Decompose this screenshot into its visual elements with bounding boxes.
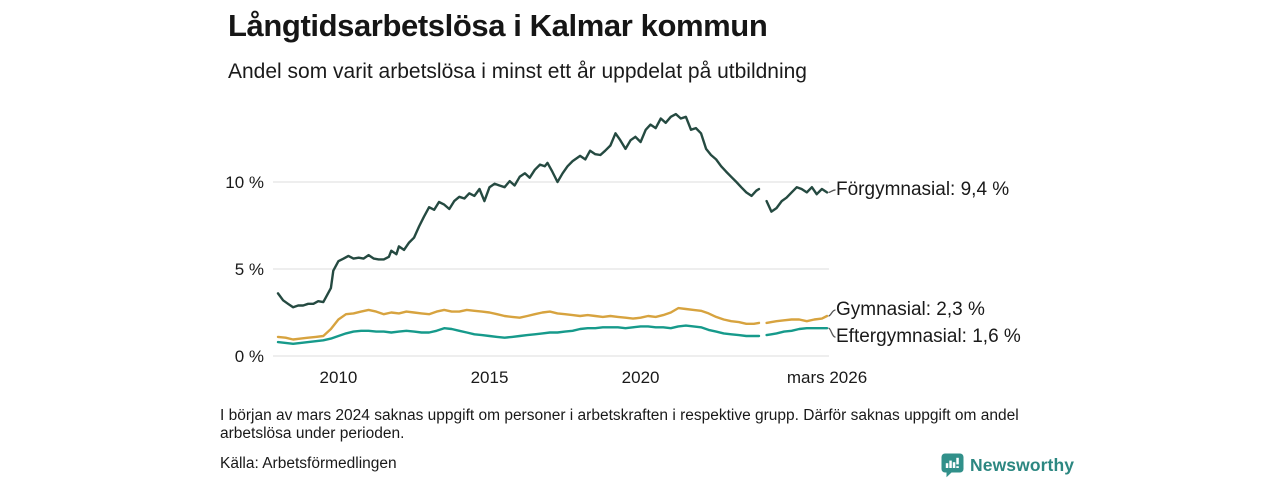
x-axis-tick-label: mars 2026	[787, 368, 867, 387]
series-label-eftergymnasial: Eftergymnasial: 1,6 %	[836, 326, 1021, 347]
series-label-forgymnasial: Förgymnasial: 9,4 %	[836, 179, 1010, 200]
label-connector	[828, 189, 836, 194]
page-subtitle: Andel som varit arbetslösa i minst ett å…	[228, 60, 807, 83]
series-line-eftergymnasial	[765, 327, 829, 337]
source-caption: Källa: Arbetsförmedlingen	[220, 455, 397, 472]
x-axis-tick-label: 2010	[320, 368, 358, 387]
footnote-line-2: andel arbetslösa under perioden.	[220, 407, 1019, 442]
y-axis-tick-label: 5 %	[235, 260, 264, 279]
newsworthy-logo: Newsworthy	[941, 453, 1074, 478]
series-line-gymnasial	[765, 314, 829, 325]
series-label-gymnasial: Gymnasial: 2,3 %	[836, 299, 985, 320]
series-line-förgymnasial	[276, 112, 761, 309]
label-connector	[828, 327, 836, 338]
series-line-gymnasial	[276, 306, 761, 341]
series-line-förgymnasial	[765, 185, 829, 213]
page-title: Långtidsarbetslösa i Kalmar kommun	[228, 8, 768, 43]
y-axis-tick-label: 10 %	[225, 173, 264, 192]
y-axis-tick-label: 0 %	[235, 347, 264, 366]
x-axis-tick-label: 2020	[622, 368, 660, 387]
series-line-eftergymnasial	[276, 324, 761, 345]
bar-chart-speech-bubble-icon	[941, 453, 964, 478]
label-connector	[828, 309, 836, 317]
newsworthy-wordmark: Newsworthy	[970, 455, 1075, 475]
footnote-line-1: I början av mars 2024 saknas uppgift om …	[220, 407, 977, 424]
x-axis-tick-label: 2015	[471, 368, 509, 387]
chart-footnote: I början av mars 2024 saknas uppgift om …	[220, 407, 1050, 442]
